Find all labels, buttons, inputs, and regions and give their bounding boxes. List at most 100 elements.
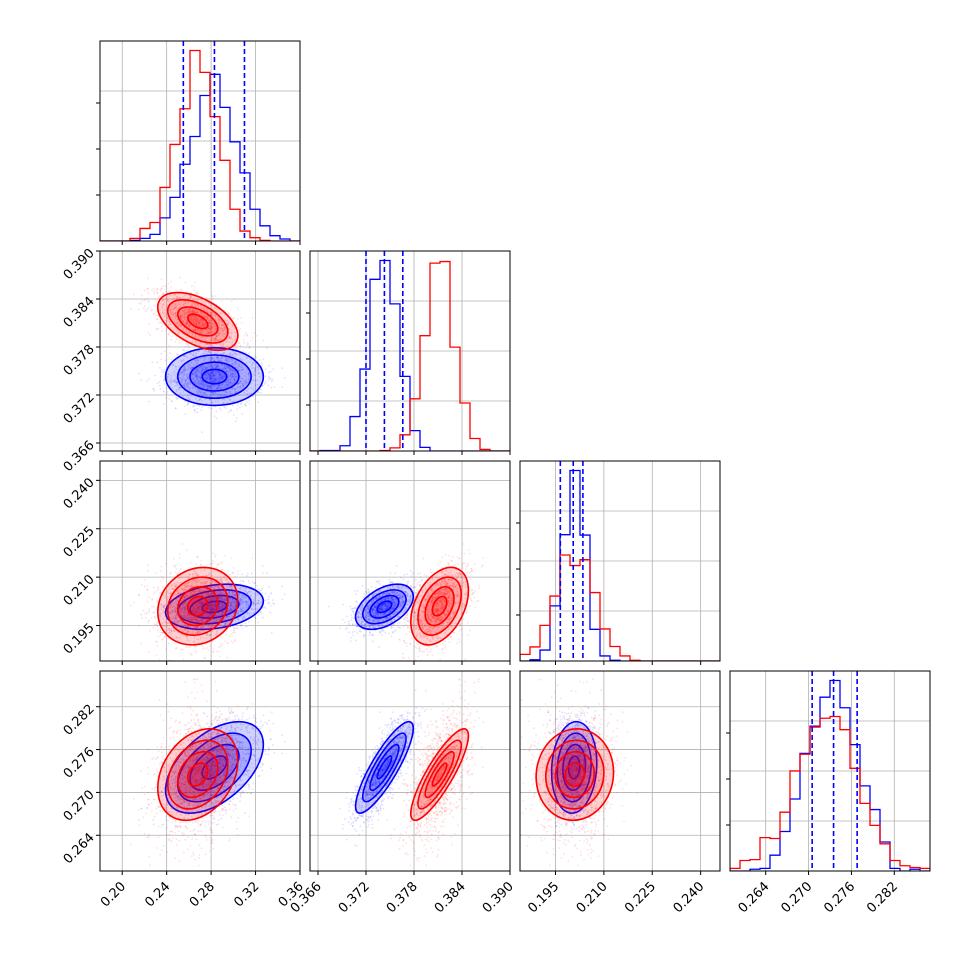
- scatter-point: [230, 640, 233, 643]
- scatter-point: [208, 384, 211, 387]
- scatter-point: [210, 372, 212, 374]
- scatter-point: [187, 376, 190, 379]
- scatter-point: [235, 363, 238, 365]
- scatter-point: [251, 367, 253, 369]
- scatter-point: [217, 334, 220, 336]
- scatter-point: [204, 315, 207, 318]
- scatter-point: [220, 383, 223, 386]
- scatter-point: [239, 386, 242, 389]
- scatter-point: [234, 360, 237, 362]
- scatter-point: [225, 359, 228, 362]
- scatter-point: [193, 318, 196, 321]
- scatter-point: [187, 385, 190, 388]
- scatter-point: [194, 381, 197, 384]
- scatter-point: [208, 365, 211, 368]
- scatter-point: [206, 317, 209, 320]
- scatter-point: [172, 364, 175, 367]
- scatter-point: [217, 384, 220, 387]
- scatter-point: [189, 307, 192, 310]
- scatter-point: [218, 380, 220, 383]
- scatter-point: [218, 331, 221, 334]
- scatter-point: [231, 341, 233, 344]
- scatter-point: [217, 384, 220, 387]
- scatter-point: [220, 387, 223, 389]
- scatter-point: [230, 329, 233, 332]
- scatter-point: [177, 365, 180, 368]
- scatter-point: [181, 313, 184, 316]
- scatter-point: [223, 367, 226, 369]
- scatter-point: [176, 573, 179, 576]
- scatter-point: [267, 376, 270, 379]
- scatter-point: [201, 322, 203, 325]
- scatter-point: [228, 336, 231, 339]
- scatter-point: [185, 307, 188, 310]
- y-tick-label: 0.366: [61, 438, 98, 475]
- panel-1-1: [306, 250, 511, 455]
- scatter-point: [241, 382, 244, 385]
- scatter-point: [247, 352, 250, 355]
- panel-frame: [99, 40, 301, 242]
- scatter-point: [216, 355, 219, 358]
- scatter-point: [143, 289, 146, 292]
- scatter-point: [246, 381, 249, 384]
- scatter-point: [207, 311, 210, 314]
- scatter-point: [210, 377, 213, 380]
- scatter-point: [229, 354, 232, 357]
- scatter-point: [245, 389, 248, 392]
- scatter-point: [194, 360, 197, 363]
- scatter-point: [234, 352, 236, 355]
- scatter-point: [198, 376, 201, 379]
- scatter-point: [191, 309, 194, 312]
- scatter-point: [216, 365, 218, 368]
- scatter-point: [197, 323, 200, 326]
- scatter-point: [208, 384, 210, 387]
- scatter-point: [168, 290, 171, 293]
- scatter-point: [175, 396, 178, 399]
- scatter-point: [247, 380, 250, 383]
- scatter-point: [237, 386, 240, 389]
- scatter-point: [202, 383, 205, 386]
- scatter-point: [211, 338, 213, 341]
- scatter-point: [231, 382, 234, 385]
- scatter-point: [272, 602, 274, 605]
- scatter-point: [241, 369, 243, 372]
- scatter-point: [257, 401, 260, 403]
- scatter-point: [210, 384, 212, 387]
- scatter-point: [219, 395, 222, 398]
- scatter-point: [192, 333, 195, 336]
- scatter-point: [224, 633, 227, 636]
- scatter-point: [209, 358, 212, 361]
- scatter-point: [192, 352, 195, 355]
- scatter-point: [208, 398, 211, 401]
- scatter-point: [202, 365, 205, 368]
- scatter-point: [194, 387, 197, 390]
- scatter-point: [226, 366, 229, 369]
- scatter-point: [184, 322, 186, 325]
- scatter-point: [258, 375, 261, 378]
- scatter-point: [200, 366, 202, 368]
- scatter-point: [182, 395, 184, 398]
- scatter-point: [221, 334, 223, 337]
- scatter-point: [196, 375, 199, 378]
- scatter-point: [191, 340, 194, 343]
- scatter-point: [182, 371, 184, 374]
- scatter-point: [234, 353, 237, 356]
- scatter-point: [208, 350, 210, 353]
- scatter-point: [212, 377, 215, 380]
- scatter-point: [202, 312, 204, 315]
- scatter-point: [181, 378, 184, 381]
- scatter-point: [149, 334, 152, 336]
- scatter-point: [210, 314, 213, 317]
- scatter-point: [191, 302, 194, 305]
- scatter-point: [210, 364, 212, 367]
- scatter-point: [218, 392, 221, 395]
- scatter-point: [234, 339, 236, 342]
- scatter-point: [283, 593, 286, 596]
- scatter-point: [185, 323, 188, 326]
- scatter-point: [193, 309, 196, 311]
- scatter-point: [214, 338, 217, 341]
- scatter-point: [160, 288, 163, 290]
- scatter-point: [248, 400, 251, 402]
- scatter-point: [241, 384, 244, 387]
- scatter-point: [223, 375, 226, 378]
